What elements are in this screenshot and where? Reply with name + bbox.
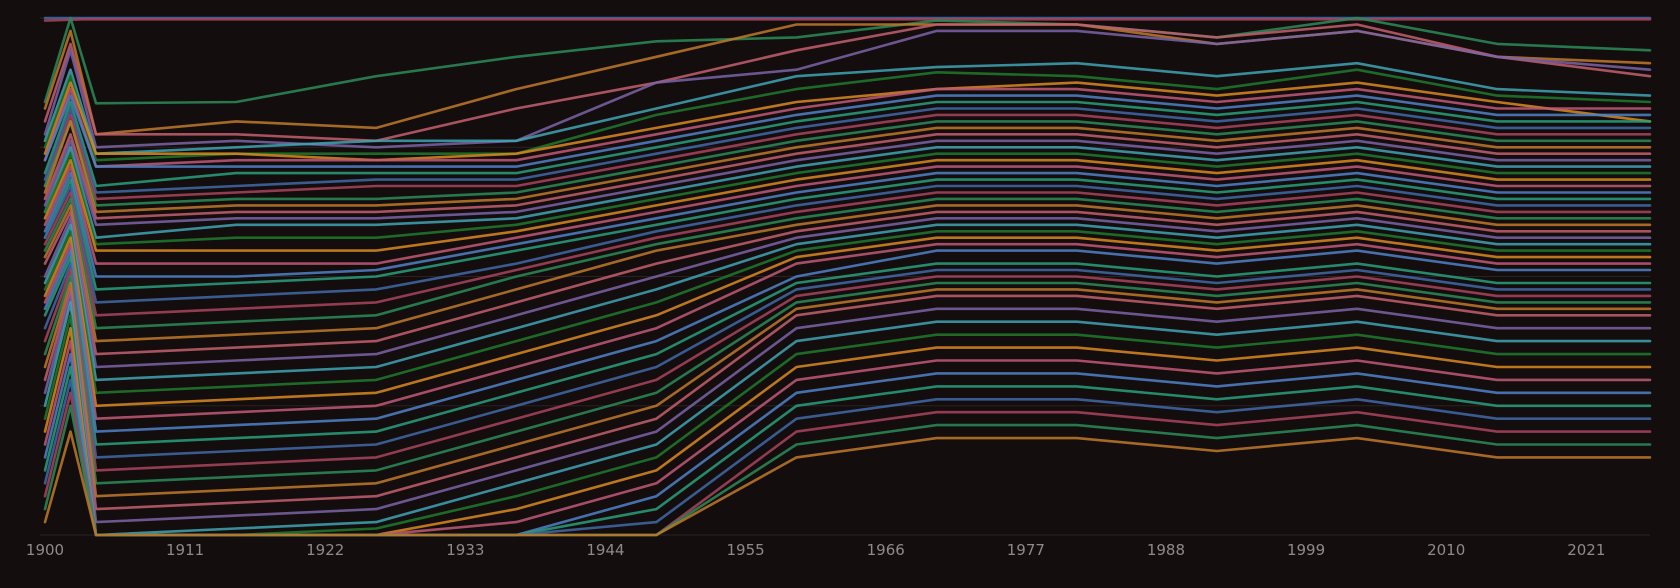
series-line-38 (43, 275, 1652, 485)
x-tick-label: 1999 (1287, 541, 1325, 559)
series-line-31 (43, 230, 1652, 395)
x-tick-label: 1933 (446, 541, 484, 559)
series-line-30 (43, 223, 1652, 382)
series-line-48 (43, 378, 1652, 537)
series-line-1 (43, 18, 1652, 22)
series-line-25 (43, 191, 1652, 317)
series-line-20 (43, 158, 1652, 252)
series-line-8 (43, 81, 1652, 162)
series-line-26 (43, 197, 1652, 330)
series-line-16 (43, 133, 1652, 220)
series-line-17 (43, 139, 1652, 227)
x-tick-label: 1900 (26, 541, 64, 559)
series-line-36 (43, 262, 1652, 459)
x-tick-label: 2010 (1427, 541, 1465, 559)
series-line-28 (43, 210, 1652, 356)
x-tick-label: 1944 (586, 541, 624, 559)
x-tick-label: 1988 (1147, 541, 1185, 559)
series-line-13 (43, 113, 1652, 201)
series-line-15 (43, 120, 1652, 214)
series-line-24 (43, 184, 1652, 304)
series-line-27 (43, 204, 1652, 343)
series-line-34 (43, 249, 1652, 433)
x-tick-label: 1922 (306, 541, 344, 559)
series-line-51 (43, 430, 1652, 537)
series-line-33 (43, 242, 1652, 420)
series-line-12 (43, 107, 1652, 194)
x-tick-label: 2021 (1567, 541, 1605, 559)
series-line-35 (43, 255, 1652, 446)
series-line-14 (43, 120, 1652, 207)
series-line-39 (43, 281, 1652, 498)
series-line-10 (43, 94, 1652, 168)
x-tick-label: 1955 (727, 541, 765, 559)
series-line-11 (43, 100, 1652, 188)
series-line-40 (43, 288, 1652, 511)
series-line-29 (43, 217, 1652, 369)
series-line-32 (43, 236, 1652, 408)
series-line-21 (43, 165, 1652, 265)
series-line-37 (43, 268, 1652, 472)
series-line-22 (43, 171, 1652, 278)
series-line-18 (43, 146, 1652, 239)
series-line-5 (43, 29, 1652, 149)
x-axis-ticks: 1900 1911 1922 1933 1944 1955 1966 1977 1988 1999… (26, 541, 1605, 559)
x-tick-label: 1911 (166, 541, 204, 559)
series-line-23 (43, 178, 1652, 291)
x-tick-label: 1966 (867, 541, 905, 559)
x-tick-label: 1977 (1007, 541, 1045, 559)
series-layer (43, 16, 1652, 537)
series-line-19 (43, 152, 1652, 246)
series-line-4 (43, 23, 1652, 143)
series-line-7 (43, 68, 1652, 162)
series-line-41 (43, 294, 1652, 524)
